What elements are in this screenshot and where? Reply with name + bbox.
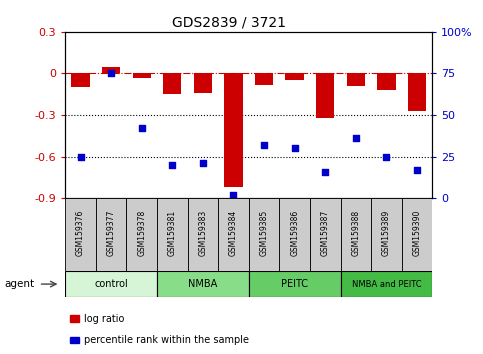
Text: NMBA and PEITC: NMBA and PEITC	[352, 280, 421, 289]
Bar	[224, 74, 242, 187]
Text: GSM159390: GSM159390	[412, 210, 422, 256]
Point	[321, 169, 329, 175]
Text: GSM159388: GSM159388	[351, 210, 360, 256]
Text: GSM159378: GSM159378	[137, 210, 146, 256]
Bar	[132, 74, 151, 78]
Bar	[341, 198, 371, 271]
Bar	[316, 74, 334, 118]
Point	[260, 142, 268, 148]
Bar	[157, 198, 187, 271]
Bar	[70, 315, 79, 322]
Text: agent: agent	[5, 279, 35, 289]
Text: GSM159376: GSM159376	[76, 210, 85, 256]
Text: GSM159387: GSM159387	[321, 210, 330, 256]
Bar	[310, 198, 341, 271]
Text: GSM159385: GSM159385	[259, 210, 269, 256]
Text: GDS2839 / 3721: GDS2839 / 3721	[172, 16, 286, 30]
Bar	[371, 198, 402, 271]
Text: log ratio: log ratio	[84, 314, 124, 324]
Text: percentile rank within the sample: percentile rank within the sample	[84, 335, 249, 345]
Bar	[408, 74, 426, 111]
Bar	[218, 198, 249, 271]
Bar	[255, 74, 273, 85]
Bar	[96, 198, 127, 271]
Point	[413, 167, 421, 173]
Bar	[70, 337, 79, 343]
Text: GSM159384: GSM159384	[229, 210, 238, 256]
Bar	[187, 198, 218, 271]
Bar	[279, 198, 310, 271]
Text: GSM159377: GSM159377	[107, 210, 115, 256]
Point	[229, 192, 237, 198]
Bar	[249, 198, 279, 271]
Bar	[65, 198, 96, 271]
Point	[199, 160, 207, 166]
Bar	[249, 271, 341, 297]
Bar	[102, 67, 120, 74]
Point	[77, 154, 85, 159]
Bar	[377, 74, 396, 90]
Bar	[347, 74, 365, 86]
Text: GSM159383: GSM159383	[199, 210, 207, 256]
Bar	[157, 271, 249, 297]
Text: GSM159386: GSM159386	[290, 210, 299, 256]
Bar	[71, 74, 90, 87]
Point	[352, 136, 360, 141]
Bar	[65, 271, 157, 297]
Text: NMBA: NMBA	[188, 279, 217, 289]
Bar	[194, 74, 212, 93]
Point	[291, 145, 298, 151]
Text: GSM159381: GSM159381	[168, 210, 177, 256]
Bar	[163, 74, 182, 94]
Text: PEITC: PEITC	[281, 279, 308, 289]
Bar	[402, 198, 432, 271]
Text: GSM159389: GSM159389	[382, 210, 391, 256]
Text: control: control	[94, 279, 128, 289]
Bar	[127, 198, 157, 271]
Point	[169, 162, 176, 168]
Point	[107, 71, 115, 76]
Bar	[341, 271, 432, 297]
Point	[383, 154, 390, 159]
Point	[138, 126, 145, 131]
Bar	[285, 74, 304, 80]
